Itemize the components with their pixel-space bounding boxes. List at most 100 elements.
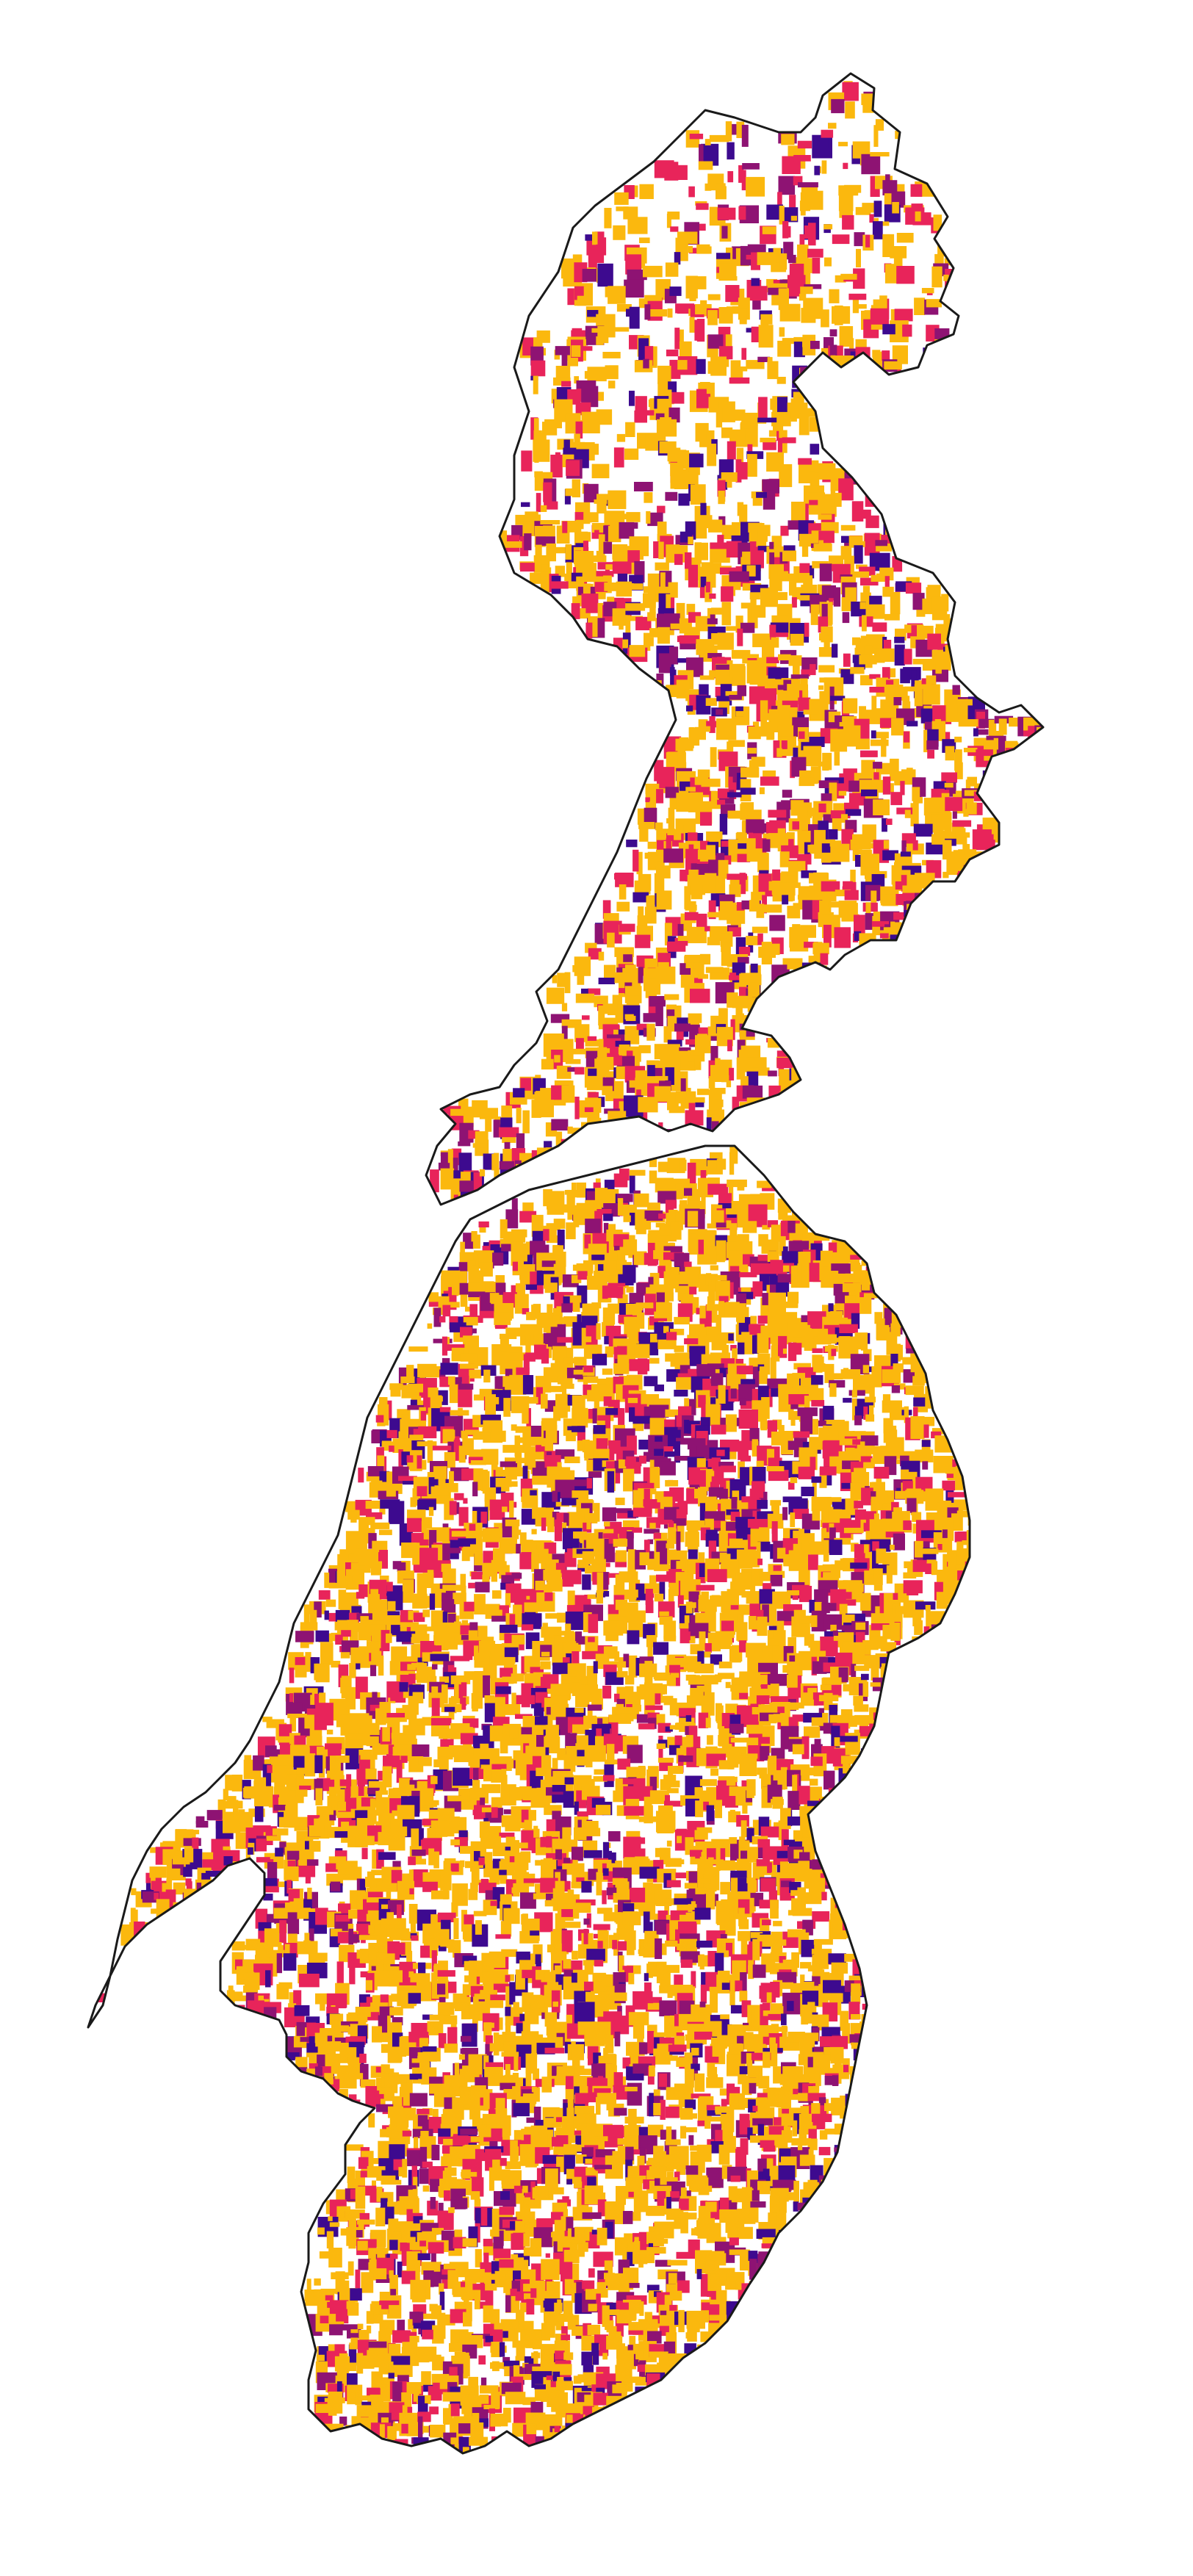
land-cover-patch: [638, 967, 644, 983]
land-cover-patch: [763, 226, 776, 234]
land-cover-patch: [748, 748, 757, 754]
land-cover-patch: [677, 231, 698, 244]
land-cover-patch: [450, 1656, 469, 1661]
land-cover-patch: [716, 183, 726, 190]
land-cover-patch: [818, 1421, 826, 1426]
land-cover-patch: [335, 1622, 347, 1631]
land-cover-patch: [843, 654, 851, 667]
land-cover-patch: [742, 163, 760, 170]
land-cover-patch: [882, 350, 890, 361]
land-cover-patch: [657, 1714, 666, 1725]
land-cover-patch: [432, 1698, 440, 1717]
land-cover-patch: [592, 231, 598, 245]
land-cover-patch: [530, 1490, 537, 1496]
land-cover-patch: [962, 832, 970, 837]
land-cover-patch: [696, 359, 706, 374]
land-cover-patch: [881, 895, 894, 906]
land-cover-patch: [904, 1580, 923, 1593]
land-cover-patch: [808, 808, 815, 817]
land-cover-patch: [694, 1489, 700, 1498]
land-cover-patch: [670, 1222, 681, 1240]
land-cover-patch: [639, 184, 654, 199]
land-cover-patch: [639, 237, 650, 243]
land-cover-patch: [811, 1375, 823, 1385]
land-cover-patch: [718, 1193, 732, 1203]
land-cover-patch: [906, 1385, 924, 1395]
land-cover-patch: [915, 1541, 923, 1558]
land-cover-patch: [337, 1571, 343, 1584]
land-cover-patch: [706, 698, 717, 706]
land-cover-patch: [856, 1642, 862, 1648]
land-cover-patch: [533, 376, 538, 394]
land-cover-patch: [708, 519, 722, 533]
land-cover-patch: [347, 1582, 355, 1587]
land-cover-patch: [887, 1565, 893, 1584]
land-cover-patch: [708, 295, 721, 300]
land-cover-patch: [839, 1324, 858, 1333]
land-cover-patch: [863, 1365, 869, 1373]
land-cover-patch: [719, 276, 738, 281]
land-cover-patch: [671, 1673, 680, 1678]
land-cover-patch: [658, 542, 663, 560]
land-cover-patch: [732, 1497, 738, 1509]
land-cover-patch: [873, 221, 883, 239]
land-cover-patch: [475, 1582, 490, 1592]
land-cover-patch: [552, 1491, 558, 1502]
land-cover-patch: [522, 1624, 533, 1630]
land-cover-patch: [486, 1651, 491, 1666]
land-cover-patch: [554, 1219, 566, 1229]
land-cover-patch: [914, 824, 933, 837]
land-cover-patch: [854, 1666, 869, 1671]
land-cover-patch: [624, 583, 643, 590]
land-cover-patch: [680, 737, 689, 748]
land-cover-patch: [503, 541, 522, 548]
land-cover-patch: [810, 444, 820, 455]
land-cover-patch: [738, 206, 746, 220]
land-cover-patch: [386, 1490, 396, 1497]
land-cover-patch: [926, 740, 938, 750]
land-cover-patch: [596, 1590, 603, 1603]
land-cover-patch: [599, 314, 605, 320]
land-cover-patch: [582, 1574, 591, 1590]
land-cover-patch: [727, 742, 733, 752]
land-cover-patch: [829, 1303, 834, 1311]
land-cover-patch: [751, 286, 768, 300]
land-cover-patch: [881, 737, 886, 757]
land-cover-patch: [582, 1015, 590, 1020]
land-cover-patch: [884, 840, 889, 849]
land-cover-patch: [526, 1285, 537, 1290]
land-cover-patch: [603, 1213, 613, 1221]
land-cover-patch: [562, 1003, 567, 1011]
land-cover-patch: [690, 134, 703, 139]
land-cover-patch: [602, 1368, 613, 1375]
land-cover-patch: [543, 483, 552, 502]
land-cover-patch: [883, 1394, 890, 1405]
land-cover-patch: [532, 1529, 537, 1534]
land-cover-patch: [716, 1450, 724, 1457]
land-cover-patch: [832, 1374, 843, 1380]
land-cover-patch: [799, 563, 810, 573]
land-cover-patch: [799, 294, 806, 300]
land-cover-patch: [689, 1287, 696, 1295]
land-cover-patch: [739, 1640, 746, 1652]
land-cover-patch: [500, 1462, 517, 1468]
land-cover-patch: [771, 638, 779, 648]
land-cover-patch: [613, 1539, 628, 1547]
land-cover-patch: [511, 1424, 517, 1431]
land-cover-patch: [670, 1698, 677, 1715]
land-cover-patch: [525, 1612, 536, 1624]
land-cover-patch: [862, 615, 867, 631]
land-cover-patch: [716, 1631, 735, 1638]
land-cover-patch: [536, 493, 541, 512]
land-cover-patch: [845, 890, 859, 901]
land-cover-patch: [788, 255, 796, 263]
land-cover-patch: [356, 1592, 364, 1598]
land-cover-patch: [820, 563, 832, 581]
land-cover-patch: [718, 632, 734, 649]
land-cover-patch: [890, 922, 895, 933]
land-cover-patch: [891, 718, 904, 736]
land-cover-patch: [721, 841, 729, 847]
land-cover-patch: [721, 1465, 736, 1472]
land-cover-patch: [832, 1641, 837, 1654]
